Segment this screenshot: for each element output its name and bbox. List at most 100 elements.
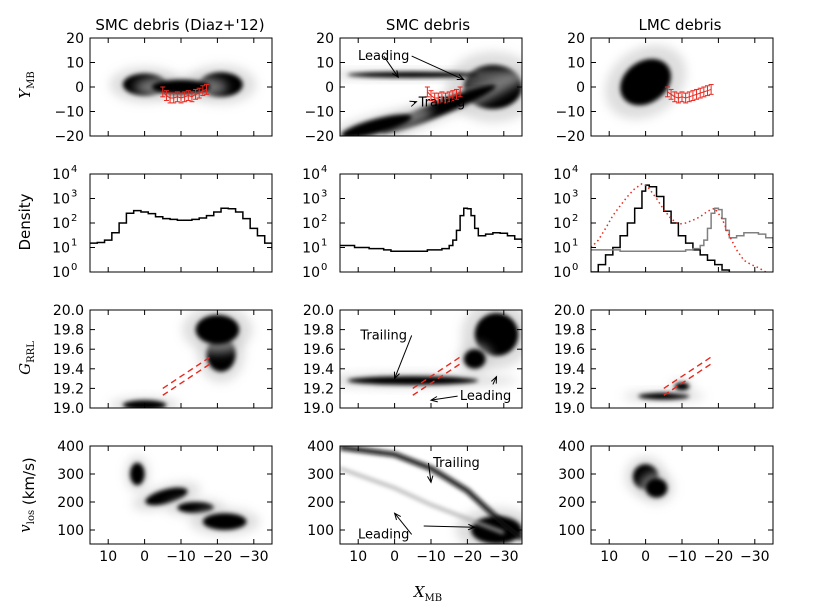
annotation-arrow <box>394 335 413 379</box>
y-tick-label: 10 <box>302 216 320 232</box>
gRRL-plot-area <box>109 310 253 408</box>
y-tick-label: 200 <box>558 495 585 511</box>
col-title-2: SMC debris <box>386 16 470 34</box>
y-tick-label: 19.8 <box>53 323 84 339</box>
density-blob <box>347 376 479 385</box>
y-tick-label: 20.0 <box>53 303 84 319</box>
y-tick-label: 300 <box>57 467 84 483</box>
panel-frame <box>339 173 523 273</box>
y-tick-label: 19.4 <box>303 362 334 378</box>
density-plot-area <box>90 207 272 250</box>
annotation-arrowhead <box>393 512 402 521</box>
annotation-arrowhead <box>392 70 399 79</box>
y-tick-label: 10 <box>52 241 70 257</box>
y-tick-label: 10 <box>553 241 571 257</box>
y-tick-label: −20 <box>54 129 84 145</box>
y-tick-exponent: 0 <box>572 262 578 273</box>
y-tick-label: −10 <box>304 105 334 121</box>
y-tick-label: 19.4 <box>554 362 585 378</box>
y-tick-exponent: 1 <box>71 238 77 249</box>
y-tick-label: 10 <box>553 265 571 281</box>
annotation-arrowhead <box>429 396 438 403</box>
y-tick-exponent: 2 <box>71 213 77 224</box>
y-tick-label: 100 <box>307 523 334 539</box>
x-axis-label: XMB <box>413 583 442 604</box>
gRRL-plot-area <box>623 356 712 402</box>
col-title-3: LMC debris <box>639 16 722 34</box>
y-tick-label: 10 <box>66 56 84 72</box>
col-title-1: SMC debris (Diaz+'12) <box>95 16 264 34</box>
density-series-gray <box>591 207 773 253</box>
x-tick-label: −10 <box>416 549 446 565</box>
obs-field-line <box>427 91 461 99</box>
y-tick-label: 10 <box>302 265 320 281</box>
vlos-plot-area <box>125 456 260 536</box>
y-tick-label: 19.6 <box>53 342 84 358</box>
panel-frame <box>590 445 774 545</box>
annotation-arrowhead <box>456 74 465 81</box>
annotation-leading: Leading <box>358 527 409 542</box>
stream-band <box>340 446 522 541</box>
y-tick-label: 20 <box>567 31 585 47</box>
yMB-panel-1: −20 −10 0 10 20 <box>54 31 273 145</box>
annotation-arrow <box>430 395 458 401</box>
annotation-arrow <box>394 512 413 535</box>
annotation-arrow <box>383 55 399 78</box>
y-label-vlos: vlos (km/s) <box>16 457 38 532</box>
density-blob <box>674 382 690 391</box>
annotation-trailing: Trailing <box>418 96 466 111</box>
svg-text:vlos (km/s): vlos (km/s) <box>16 457 38 532</box>
y-tick-label: 20 <box>66 31 84 47</box>
y-tick-label: 19.0 <box>53 401 84 417</box>
gRRL-plot-area <box>340 310 522 396</box>
density-series-smc-debris-diaz-12- <box>90 207 272 250</box>
y-tick-label: 19.4 <box>53 362 84 378</box>
density-blob <box>474 312 519 357</box>
y-tick-exponent: 0 <box>321 262 327 273</box>
density-plot-area <box>591 182 773 272</box>
x-tick-label: 10 <box>99 549 117 565</box>
svg-text:YMB: YMB <box>16 71 37 99</box>
annotation-arrowhead <box>467 523 476 531</box>
density-blob <box>130 462 145 486</box>
yMB-plot-area <box>109 64 256 105</box>
y-tick-label: 10 <box>553 192 571 208</box>
x-tick-label: −10 <box>667 549 697 565</box>
density-blob <box>177 502 214 514</box>
y-tick-label: −10 <box>555 105 585 121</box>
y-tick-label: −10 <box>54 105 84 121</box>
y-tick-label: 10 <box>302 241 320 257</box>
y-tick-label: 20 <box>316 31 334 47</box>
y-tick-label: 0 <box>325 80 334 96</box>
yMB-plot-area <box>605 45 714 120</box>
annotation-arrowhead <box>490 375 498 384</box>
annotation-arrow <box>492 376 497 385</box>
density-blob <box>645 478 668 498</box>
y-tick-label: 19.2 <box>303 381 334 397</box>
y-label-yMB: YMB <box>16 71 37 99</box>
y-tick-label: 10 <box>302 192 320 208</box>
annotation-trailing: Trailing <box>359 328 407 343</box>
y-tick-exponent: 1 <box>321 238 327 249</box>
y-tick-label: 10 <box>567 56 585 72</box>
density-blob <box>620 58 671 106</box>
y-tick-label: 400 <box>307 439 334 455</box>
density-blob <box>341 114 412 136</box>
vlos-plot-area <box>340 446 522 544</box>
density-series-black <box>591 184 731 272</box>
y-tick-label: 100 <box>558 523 585 539</box>
density-blob <box>202 513 247 530</box>
y-tick-label: 10 <box>316 56 334 72</box>
y-tick-exponent: 2 <box>572 213 578 224</box>
panel-frame <box>590 173 774 273</box>
annotation-trailing: Trailing <box>432 456 480 471</box>
x-tick-label: 0 <box>390 549 399 565</box>
y-tick-label: 10 <box>52 167 70 183</box>
x-tick-label: 10 <box>600 549 618 565</box>
